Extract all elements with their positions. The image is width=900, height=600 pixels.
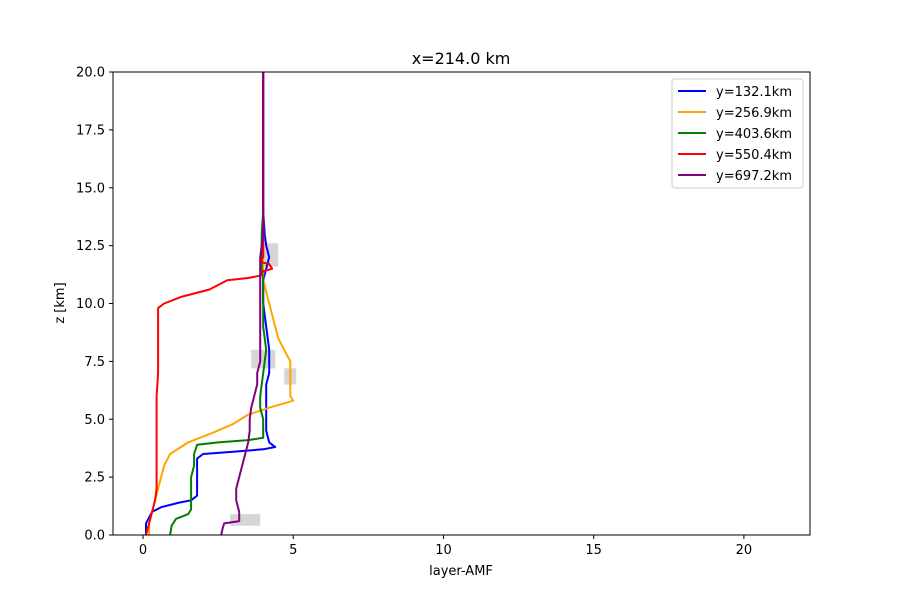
series-line bbox=[148, 72, 295, 535]
legend-label: y=256.9km bbox=[716, 106, 792, 121]
series-line bbox=[145, 72, 274, 536]
shading-band bbox=[230, 514, 261, 526]
x-tick-label: 0 bbox=[139, 543, 147, 558]
x-tick-label: 5 bbox=[289, 543, 297, 558]
legend-label: y=550.4km bbox=[716, 148, 792, 163]
legend: y=132.1km y=256.9km y=403.6km y=550.4km y=69… bbox=[671, 78, 804, 189]
x-axis-label: layer-AMF bbox=[429, 564, 493, 579]
legend-items: y=132.1km y=256.9km y=403.6km y=550.4km y=69… bbox=[678, 85, 792, 184]
series-line bbox=[220, 72, 265, 536]
y-tick-label: 7.5 bbox=[84, 355, 105, 370]
legend-label: y=132.1km bbox=[716, 85, 792, 100]
y-axis-ticks: 0.0 2.5 5.0 7.5 10.0 12.5 15.0 17.5 20.0 bbox=[76, 66, 113, 544]
y-tick-label: 10.0 bbox=[76, 297, 105, 312]
chart-title: x=214.0 km bbox=[412, 49, 511, 68]
legend-box bbox=[671, 78, 804, 189]
series-layer bbox=[145, 72, 295, 536]
legend-label: y=697.2km bbox=[716, 169, 792, 184]
y-axis-label: z [km] bbox=[53, 282, 68, 323]
y-tick-label: 2.5 bbox=[84, 471, 105, 486]
legend-label: y=403.6km bbox=[716, 127, 792, 142]
series-line bbox=[169, 72, 268, 536]
x-tick-label: 15 bbox=[585, 543, 602, 558]
series-line bbox=[145, 72, 277, 535]
y-tick-label: 12.5 bbox=[76, 239, 105, 254]
x-tick-label: 10 bbox=[435, 543, 452, 558]
y-tick-label: 0.0 bbox=[84, 529, 105, 544]
x-tick-label: 20 bbox=[736, 543, 753, 558]
y-tick-label: 15.0 bbox=[76, 181, 105, 196]
y-tick-label: 20.0 bbox=[76, 66, 105, 81]
x-axis-ticks: 0 5 10 15 20 bbox=[139, 535, 752, 558]
y-tick-label: 17.5 bbox=[76, 123, 105, 138]
y-tick-label: 5.0 bbox=[84, 413, 105, 428]
